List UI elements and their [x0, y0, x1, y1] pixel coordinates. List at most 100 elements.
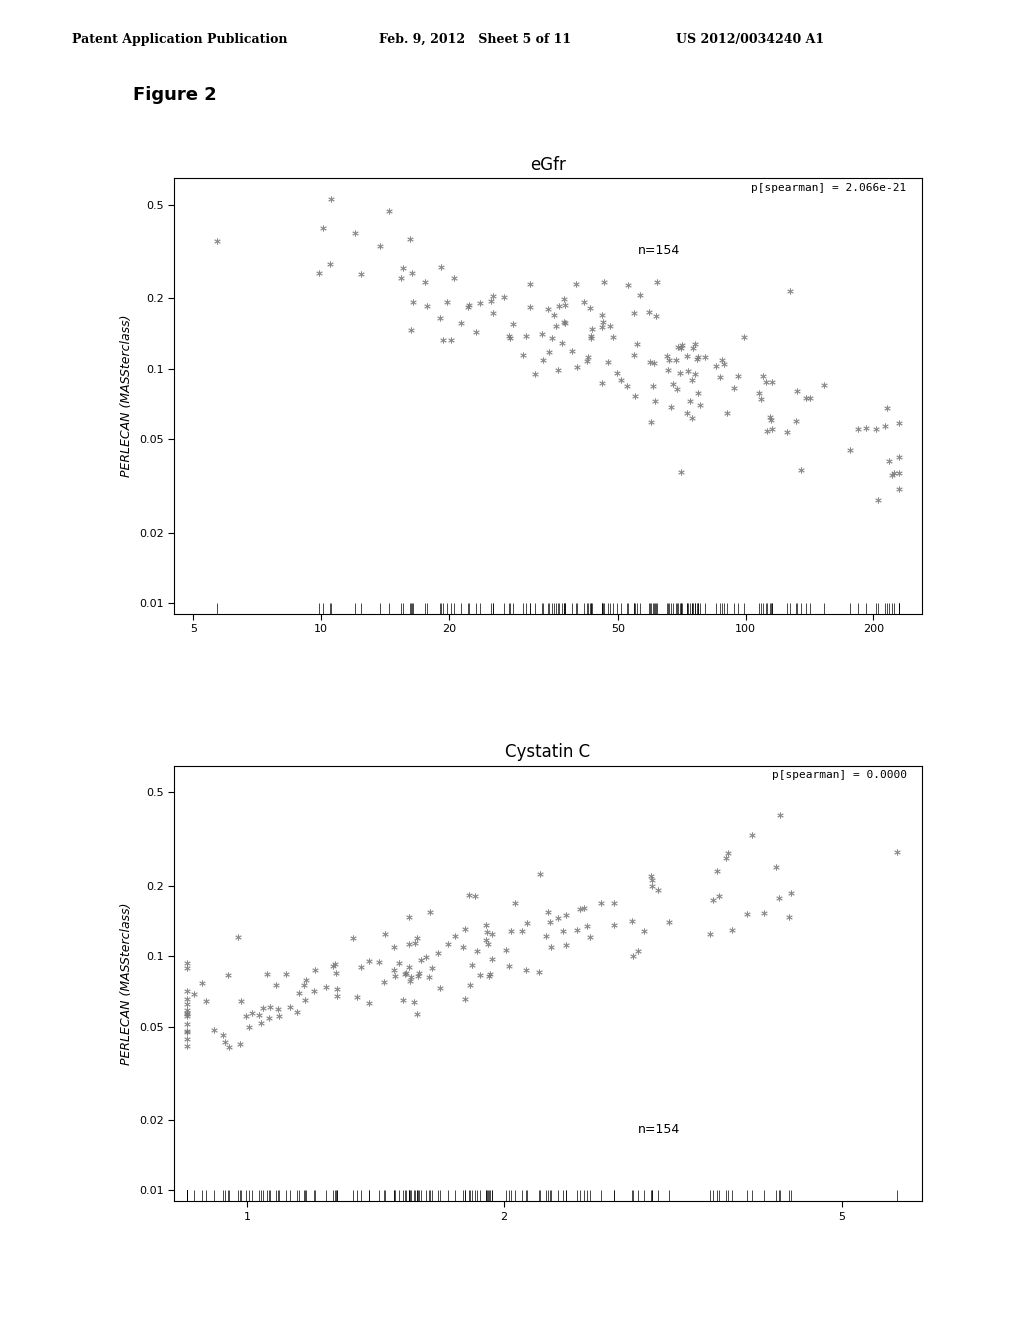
Point [759, 421, 775, 442]
Point [461, 884, 477, 906]
Point [625, 946, 641, 968]
Point [514, 920, 530, 941]
Point [641, 302, 657, 323]
Point [558, 935, 574, 956]
Point [594, 315, 610, 337]
Point [498, 939, 514, 960]
Point [406, 292, 422, 313]
Point [402, 966, 419, 987]
Point [649, 272, 666, 293]
Point [322, 253, 338, 275]
Point [515, 345, 531, 366]
Point [401, 907, 418, 928]
Point [267, 974, 284, 995]
Point [674, 334, 690, 355]
Point [768, 857, 784, 878]
Point [360, 950, 377, 972]
Point [556, 312, 572, 333]
Point [360, 993, 377, 1014]
Point [239, 1006, 255, 1027]
Text: p[spearman] = 2.066e-21: p[spearman] = 2.066e-21 [752, 182, 906, 193]
Point [802, 388, 818, 409]
Point [770, 887, 786, 908]
Point [179, 989, 196, 1010]
Point [461, 294, 477, 315]
Point [317, 975, 334, 997]
Point [517, 960, 534, 981]
Point [753, 388, 769, 409]
Point [259, 964, 275, 985]
Point [705, 890, 721, 911]
Point [719, 403, 735, 424]
Point [891, 446, 907, 467]
Point [484, 302, 501, 323]
Point [620, 376, 636, 397]
Point [596, 272, 612, 293]
Point [744, 824, 761, 845]
Point [679, 403, 695, 424]
Point [680, 360, 696, 381]
Point [432, 977, 449, 998]
Point [643, 870, 659, 891]
Point [577, 292, 593, 313]
Point [255, 997, 271, 1018]
Point [261, 1007, 278, 1028]
Point [689, 383, 706, 404]
Point [460, 296, 476, 317]
Point [289, 1002, 305, 1023]
Point [891, 413, 907, 434]
Point [479, 921, 496, 942]
Point [179, 957, 196, 978]
Point [398, 962, 415, 983]
Point [395, 257, 412, 279]
Point [179, 1036, 196, 1057]
Point [557, 313, 573, 334]
Point [594, 372, 610, 393]
Point [782, 882, 799, 903]
Point [401, 970, 418, 991]
Point [521, 273, 538, 294]
Y-axis label: PERLECAN (MASSterclass): PERLECAN (MASSterclass) [121, 902, 133, 1065]
Point [403, 263, 420, 284]
Point [434, 330, 451, 351]
Point [739, 904, 756, 925]
Point [582, 927, 598, 948]
Point [468, 322, 484, 343]
Text: Patent Application Publication: Patent Application Publication [72, 33, 287, 46]
Point [307, 960, 324, 981]
Point [672, 363, 688, 384]
Point [179, 1002, 196, 1023]
Point [179, 1003, 196, 1024]
Point [650, 879, 667, 900]
Point [221, 1036, 238, 1057]
Point [683, 408, 699, 429]
Point [484, 286, 501, 308]
Point [519, 912, 536, 933]
Point [660, 912, 677, 933]
Point [850, 418, 866, 440]
Point [502, 327, 518, 348]
Point [647, 391, 664, 412]
Point [230, 927, 247, 948]
Point [329, 978, 345, 999]
Point [554, 333, 570, 354]
Point [214, 1024, 230, 1045]
Point [891, 478, 907, 499]
Point [253, 1012, 269, 1034]
Point [381, 201, 397, 222]
Point [644, 875, 660, 896]
Point [484, 924, 501, 945]
Point [179, 1006, 196, 1027]
Point [482, 964, 499, 985]
Point [579, 916, 595, 937]
Point [522, 297, 539, 318]
Point [421, 966, 437, 987]
Point [663, 397, 679, 418]
Point [787, 411, 804, 432]
Point [572, 898, 589, 919]
Point [409, 927, 425, 948]
Point [233, 990, 250, 1011]
Point [609, 363, 626, 384]
Point [179, 1028, 196, 1049]
Point [891, 463, 907, 484]
